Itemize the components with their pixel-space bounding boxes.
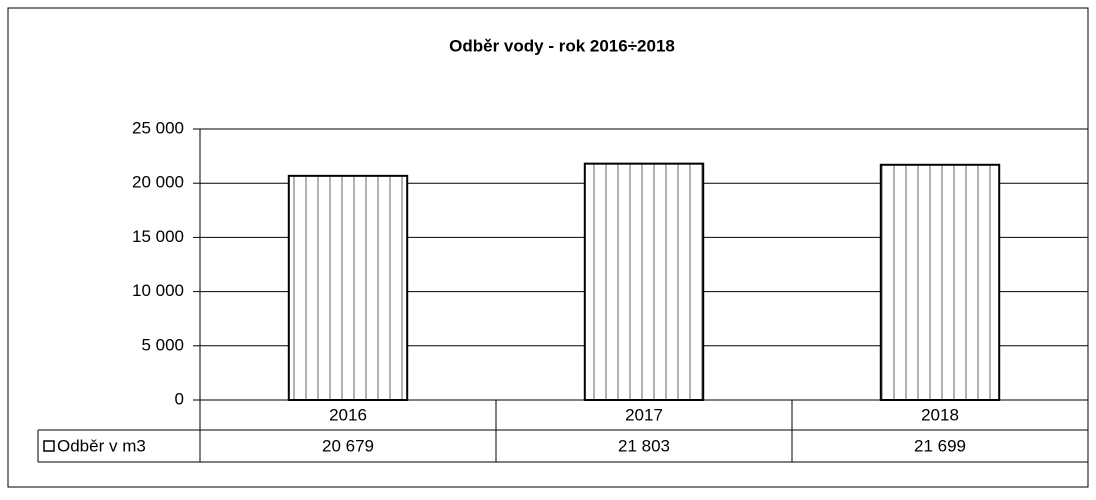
bar [879,163,1001,401]
table-value: 21 803 [618,436,670,455]
chart-title: Odběr vody - rok 2016÷2018 [449,36,675,55]
y-tick-label: 15 000 [132,227,184,246]
y-tick-label: 10 000 [132,281,184,300]
legend-swatch [43,440,55,452]
y-tick-label: 20 000 [132,173,184,192]
x-tick-label: 2018 [921,405,959,424]
y-tick-label: 25 000 [132,118,184,137]
bar [287,174,409,401]
table-value: 21 699 [914,436,966,455]
table-value: 20 679 [322,436,374,455]
y-tick-label: 5 000 [141,335,184,354]
x-tick-label: 2017 [625,405,663,424]
y-tick-label: 0 [175,389,184,408]
legend-label: Odběr v m3 [57,436,146,455]
x-tick-label: 2016 [329,405,367,424]
bar [583,162,705,401]
